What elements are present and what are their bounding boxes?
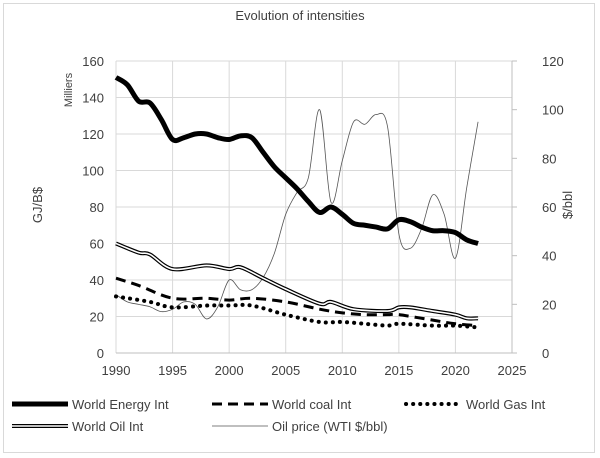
y-tick-label: 60: [90, 237, 104, 252]
y2-tick-label: 40: [542, 249, 556, 264]
y2-tick-label: 120: [542, 54, 564, 69]
legend-label: Oil price (WTI $/bbl): [272, 419, 388, 434]
legend-label: World Energy Int: [72, 397, 169, 412]
y2-tick-label: 0: [542, 346, 549, 361]
y2-axis-label: $/bbl: [560, 191, 575, 219]
series-line-world-coal-int: [115, 276, 479, 328]
chart-frame: [3, 3, 595, 453]
y-axis-label: GJ/B$: [30, 186, 45, 223]
x-tick-label: 1995: [158, 363, 187, 378]
y-tick-label: 40: [90, 273, 104, 288]
legend-label: World Oil Int: [72, 419, 144, 434]
legend-label: World coal Int: [272, 397, 352, 412]
x-tick-label: 1990: [102, 363, 131, 378]
y-tick-label: 0: [97, 346, 104, 361]
chart-title: Evolution of intensities: [235, 8, 365, 23]
legend-label: World Gas Int: [466, 397, 546, 412]
y-axis-unit-note: Milliers: [63, 72, 75, 107]
x-tick-label: 2015: [384, 363, 413, 378]
series-line-world-oil-int: [115, 242, 479, 320]
y-tick-label: 120: [82, 127, 104, 142]
x-tick-label: 2025: [498, 363, 527, 378]
x-tick-label: 2000: [215, 363, 244, 378]
y2-tick-label: 20: [542, 297, 556, 312]
series-line-world-gas-int: [114, 294, 481, 330]
y-tick-label: 100: [82, 164, 104, 179]
series-line-oil-price-wti-bbl-: [115, 109, 479, 320]
y2-tick-label: 60: [542, 200, 556, 215]
y-tick-label: 160: [82, 54, 104, 69]
y2-tick-label: 80: [542, 151, 556, 166]
x-tick-label: 2010: [328, 363, 357, 378]
y-tick-label: 140: [82, 91, 104, 106]
y2-tick-label: 100: [542, 103, 564, 118]
y-tick-label: 80: [90, 200, 104, 215]
y-tick-label: 20: [90, 310, 104, 325]
series-line-world-energy-int: [114, 75, 479, 246]
x-tick-label: 2020: [441, 363, 470, 378]
x-tick-label: 2005: [271, 363, 300, 378]
